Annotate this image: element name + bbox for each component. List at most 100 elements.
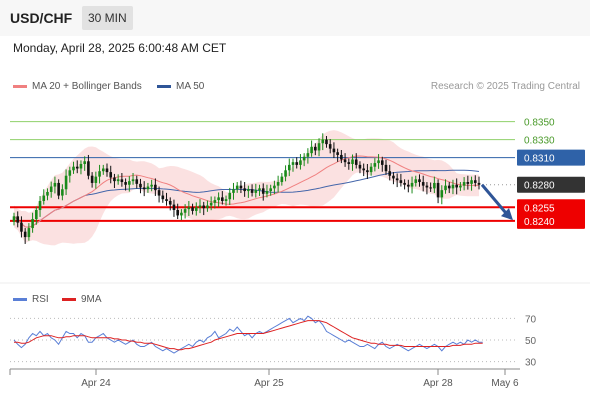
- candle-body: [79, 163, 83, 169]
- candle-body: [418, 179, 421, 183]
- candle-body: [473, 180, 477, 183]
- price-label-0.8310: 0.8310: [524, 154, 555, 165]
- candle-body: [98, 171, 101, 177]
- candle-body: [191, 207, 194, 211]
- candle-body: [310, 146, 313, 154]
- candle-body: [68, 170, 72, 176]
- x-tick-label: May 6: [491, 378, 519, 389]
- candle-body: [12, 216, 16, 222]
- timestamp: Monday, April 28, 2025 6:00:48 AM CET: [13, 41, 227, 55]
- candle-body: [49, 186, 53, 192]
- candle-body: [131, 179, 135, 182]
- candle-body: [239, 185, 243, 189]
- candle-body: [451, 184, 455, 189]
- rsi-swatch: [13, 297, 27, 301]
- candle-body: [369, 166, 373, 173]
- price-label-0.8350: 0.8350: [524, 118, 555, 129]
- rsi-tick-70: 70: [525, 314, 537, 325]
- candle-body: [150, 184, 153, 187]
- forecast-arrow: [480, 183, 508, 215]
- ma20-swatch: [13, 84, 27, 88]
- ma20-label: MA 20 + Bollinger Bands: [32, 81, 142, 92]
- candle-body: [247, 189, 250, 192]
- candle-body: [455, 184, 458, 188]
- price-tag-0.8255: [517, 199, 585, 216]
- candle-body: [433, 182, 436, 189]
- price-tag-0.8310: [517, 149, 585, 166]
- candle-body: [395, 178, 399, 181]
- candle-body: [232, 189, 235, 193]
- candle-body: [87, 161, 90, 176]
- candle-body: [384, 164, 388, 172]
- chart-header: USD/CHF 30 MIN: [0, 0, 590, 36]
- candle-body: [362, 168, 365, 171]
- candle-body: [165, 199, 168, 201]
- candle-body: [403, 182, 406, 185]
- candle-body: [57, 182, 60, 196]
- candle-body: [265, 191, 269, 194]
- candle-body: [258, 188, 261, 191]
- price-label-0.8255: 0.8255: [524, 203, 555, 214]
- candle-body: [75, 166, 79, 169]
- candle-body: [228, 192, 232, 200]
- ma20-line: [13, 155, 479, 228]
- rsi-line: [13, 315, 483, 354]
- legend-ma20: MA 20 + Bollinger Bands: [13, 81, 142, 92]
- candle-body: [347, 162, 351, 164]
- x-tick-label: Apr 28: [423, 378, 453, 389]
- candle-body: [470, 180, 473, 184]
- candle-body: [421, 182, 425, 186]
- candle-body: [340, 154, 343, 160]
- candle-body: [447, 185, 451, 189]
- candle-body: [61, 189, 64, 196]
- candle-body: [124, 182, 127, 185]
- legend-rsi-ma: 9MA: [62, 294, 102, 305]
- rsi-ma-swatch: [62, 297, 76, 301]
- candle-body: [146, 186, 150, 190]
- candle-body: [90, 175, 94, 183]
- candle-body: [135, 179, 139, 184]
- candle-body: [380, 160, 384, 165]
- candle-body: [273, 185, 276, 189]
- rsi-ma-line: [14, 320, 483, 351]
- candle-body: [64, 175, 68, 190]
- candle-body: [221, 197, 224, 201]
- candle-body: [280, 176, 284, 183]
- candle-body: [224, 199, 228, 201]
- ma50-label: MA 50: [176, 81, 205, 92]
- candle-body: [325, 139, 328, 145]
- candle-body: [343, 159, 347, 163]
- candle-body: [295, 162, 299, 165]
- candle-body: [16, 216, 20, 223]
- candle-body: [157, 190, 161, 196]
- ma50-line: [13, 169, 480, 228]
- candle-body: [284, 170, 287, 177]
- candle-body: [180, 212, 183, 216]
- candle-body: [440, 190, 444, 198]
- candle-body: [187, 207, 191, 210]
- rsi-tick-30: 30: [525, 358, 537, 369]
- timeframe-button[interactable]: 30 MIN: [82, 6, 133, 30]
- candle-body: [328, 144, 332, 149]
- candle-body: [53, 182, 57, 187]
- candle-body: [168, 200, 172, 205]
- candle-body: [128, 181, 131, 185]
- candle-body: [436, 182, 440, 198]
- candle-body: [317, 143, 321, 151]
- candle-body: [172, 204, 176, 211]
- x-tick-label: Apr 24: [81, 378, 111, 389]
- candle-body: [94, 176, 98, 183]
- candle-body: [38, 200, 42, 211]
- candle-body: [314, 146, 317, 151]
- legend-ma50: MA 50: [157, 81, 204, 92]
- candle-body: [243, 188, 246, 192]
- rsi-ma-label: 9MA: [81, 294, 102, 305]
- candle-body: [291, 162, 295, 165]
- candle-body: [42, 195, 46, 201]
- candle-body: [142, 187, 146, 190]
- candle-body: [377, 160, 380, 164]
- candle-body: [299, 160, 302, 165]
- candle-body: [407, 184, 410, 187]
- candle-body: [388, 171, 392, 176]
